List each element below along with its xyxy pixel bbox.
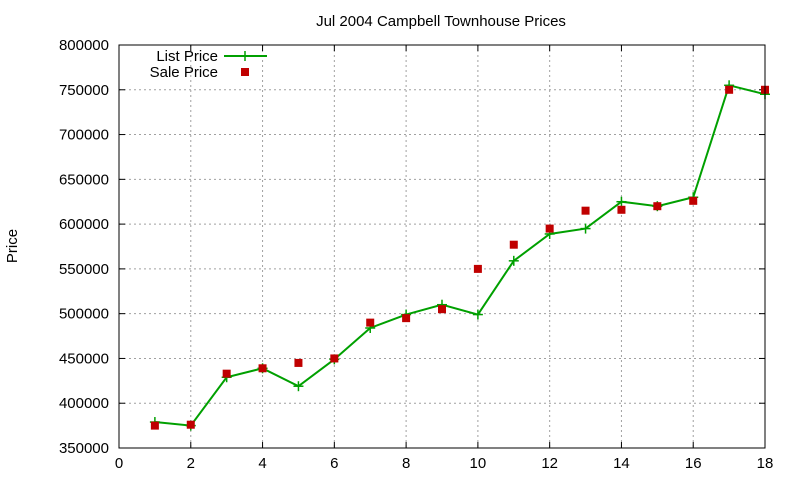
y-tick-label: 350000	[59, 440, 109, 457]
x-tick-label: 4	[258, 455, 266, 472]
list-price-point	[616, 196, 627, 207]
axis-ticks: 0 2 4 6 8 10 12 14 16 18 350000 400000 450000 500000 5…	[59, 37, 773, 472]
sale-price-point	[509, 240, 518, 249]
x-tick-label: 14	[613, 455, 630, 472]
sale-price-point	[330, 354, 339, 363]
list-price-line	[154, 84, 766, 427]
sale-price-point	[689, 196, 698, 205]
sale-price-point	[186, 420, 195, 429]
x-tick-label: 10	[470, 455, 487, 472]
plot-frame	[118, 44, 766, 449]
sale-price-point	[402, 314, 411, 323]
list-price-point	[508, 255, 519, 266]
sale-price-point	[581, 206, 590, 215]
y-tick-label: 800000	[59, 37, 109, 54]
y-tick-label: 600000	[59, 216, 109, 233]
x-tick-label: 16	[685, 455, 702, 472]
sale-price-point	[222, 369, 231, 378]
y-tick-label: 750000	[59, 82, 109, 99]
list-price-point	[580, 223, 591, 234]
y-axis-label: Price	[4, 229, 21, 263]
y-tick-label: 550000	[59, 261, 109, 278]
chart-title: Jul 2004 Campbell Townhouse Prices	[316, 13, 566, 30]
y-tick-label: 500000	[59, 306, 109, 323]
y-tick-label: 450000	[59, 350, 109, 367]
list-price-point	[472, 309, 483, 320]
sale-price-point	[438, 305, 446, 314]
legend-label-sale-price: Sale Price	[150, 64, 218, 81]
grid	[119, 45, 765, 448]
series-layer	[149, 80, 770, 431]
x-tick-label: 8	[402, 455, 410, 472]
legend-marker-sale-price	[241, 68, 249, 76]
y-tick-label: 400000	[59, 395, 109, 412]
x-tick-label: 18	[757, 455, 774, 472]
sale-price-point	[617, 205, 626, 214]
x-tick-label: 2	[187, 455, 195, 472]
sale-price-point	[725, 85, 734, 94]
y-tick-label: 700000	[59, 127, 109, 144]
sale-price-point	[366, 318, 375, 327]
sale-price-point	[473, 264, 482, 273]
x-tick-label: 12	[541, 455, 558, 472]
sale-price-point	[545, 224, 554, 233]
sale-price-point	[653, 202, 662, 211]
list-price-point	[293, 381, 304, 392]
sale-price-point	[294, 358, 303, 367]
legend-label-list-price: List Price	[156, 48, 218, 65]
x-tick-label: 6	[330, 455, 338, 472]
x-tick-label: 0	[115, 455, 123, 472]
sale-price-point	[258, 364, 267, 373]
y-tick-label: 650000	[59, 171, 109, 188]
sale-price-point	[150, 421, 159, 430]
legend-marker-list-price	[240, 51, 250, 61]
